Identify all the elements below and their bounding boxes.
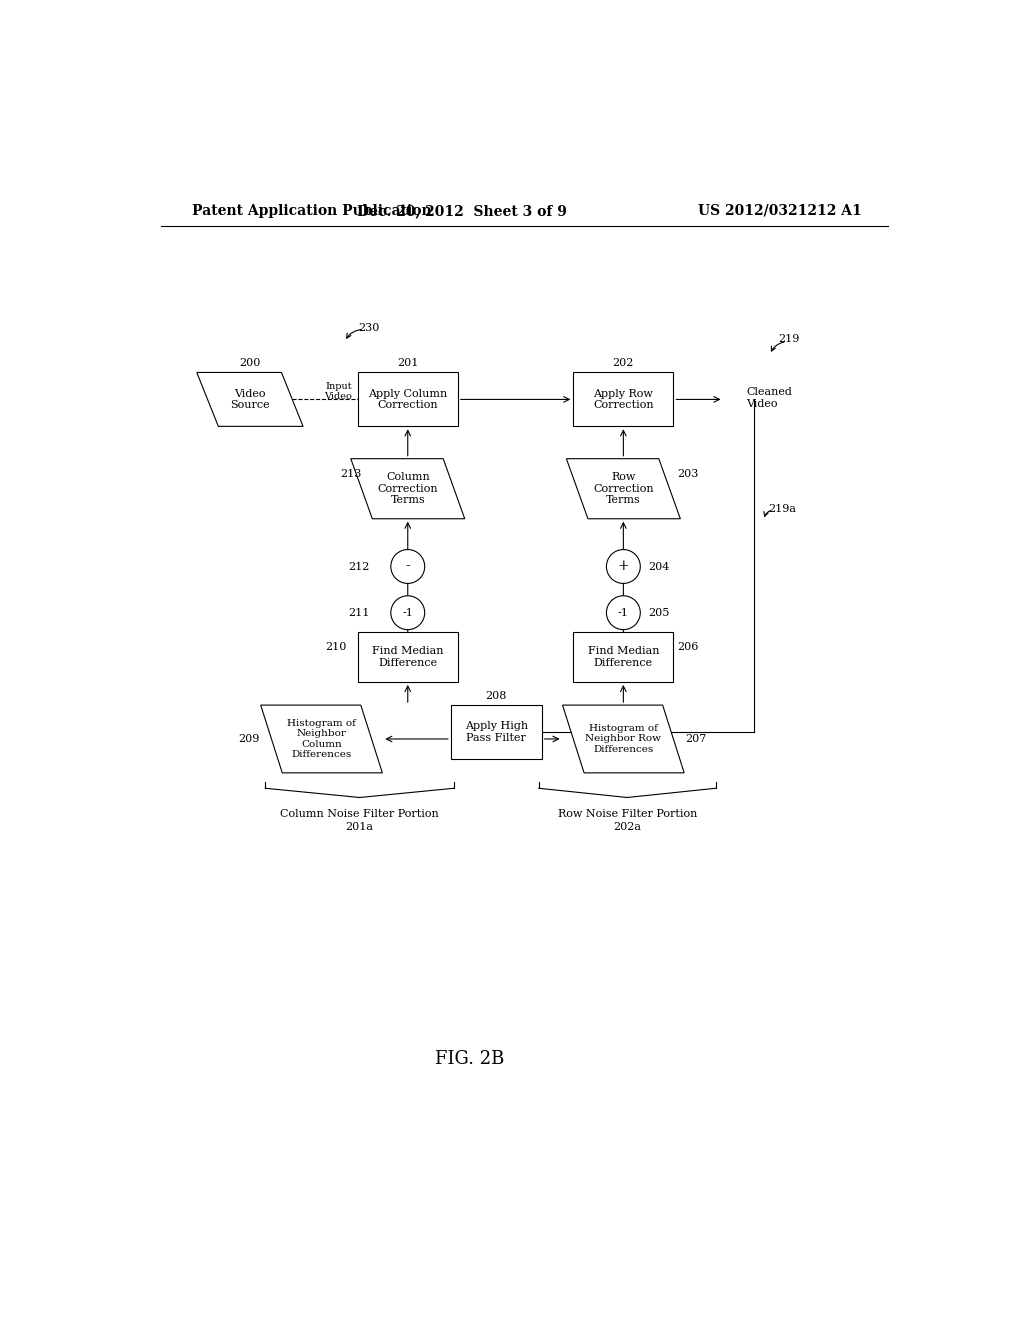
FancyBboxPatch shape [573, 632, 674, 682]
FancyBboxPatch shape [451, 705, 542, 759]
FancyBboxPatch shape [357, 372, 458, 426]
Text: 205: 205 [648, 607, 670, 618]
Text: Row
Correction
Terms: Row Correction Terms [593, 473, 653, 506]
Text: -1: -1 [402, 607, 414, 618]
Text: 201a: 201a [346, 822, 374, 832]
Text: 207: 207 [685, 734, 707, 744]
Text: 219: 219 [778, 334, 800, 345]
Text: Histogram of
Neighbor
Column
Differences: Histogram of Neighbor Column Differences [287, 719, 356, 759]
Circle shape [606, 549, 640, 583]
Text: Input
Video: Input Video [325, 381, 352, 401]
Text: 204: 204 [648, 561, 670, 572]
Text: Row Noise Filter Portion: Row Noise Filter Portion [557, 809, 697, 820]
Text: 213: 213 [340, 469, 361, 479]
Text: 208: 208 [485, 690, 507, 701]
Text: 206: 206 [677, 643, 698, 652]
Text: Dec. 20, 2012  Sheet 3 of 9: Dec. 20, 2012 Sheet 3 of 9 [356, 203, 566, 218]
Text: US 2012/0321212 A1: US 2012/0321212 A1 [698, 203, 862, 218]
Text: +: + [617, 560, 629, 573]
Text: Video
Source: Video Source [230, 388, 269, 411]
Text: Apply Row
Correction: Apply Row Correction [593, 388, 653, 411]
Text: -1: -1 [617, 607, 629, 618]
Polygon shape [351, 459, 465, 519]
Text: 211: 211 [348, 607, 370, 618]
Circle shape [606, 595, 640, 630]
Circle shape [391, 549, 425, 583]
Text: 203: 203 [677, 469, 698, 479]
Text: 212: 212 [348, 561, 370, 572]
Text: 201: 201 [397, 358, 419, 368]
Text: Histogram of
Neighbor Row
Differences: Histogram of Neighbor Row Differences [586, 725, 662, 754]
Text: Column Noise Filter Portion: Column Noise Filter Portion [281, 809, 439, 820]
Text: Cleaned
Video: Cleaned Video [746, 387, 793, 409]
Polygon shape [197, 372, 303, 426]
Text: Apply Column
Correction: Apply Column Correction [369, 388, 447, 411]
Circle shape [391, 595, 425, 630]
Text: 200: 200 [240, 358, 260, 368]
Text: FIG. 2B: FIG. 2B [434, 1051, 504, 1068]
FancyBboxPatch shape [573, 372, 674, 426]
Text: 219a: 219a [768, 504, 796, 513]
Text: Find Median
Difference: Find Median Difference [372, 647, 443, 668]
Text: 230: 230 [358, 323, 380, 333]
Polygon shape [261, 705, 382, 774]
Text: 202a: 202a [613, 822, 641, 832]
Text: -: - [406, 560, 411, 573]
Text: Column
Correction
Terms: Column Correction Terms [378, 473, 438, 506]
FancyBboxPatch shape [357, 632, 458, 682]
Polygon shape [562, 705, 684, 774]
Text: Find Median
Difference: Find Median Difference [588, 647, 659, 668]
Text: 202: 202 [612, 358, 634, 368]
Polygon shape [566, 459, 680, 519]
Text: Apply High
Pass Filter: Apply High Pass Filter [465, 721, 528, 743]
Text: 209: 209 [239, 734, 260, 744]
Text: 210: 210 [325, 643, 346, 652]
Text: Patent Application Publication: Patent Application Publication [193, 203, 432, 218]
